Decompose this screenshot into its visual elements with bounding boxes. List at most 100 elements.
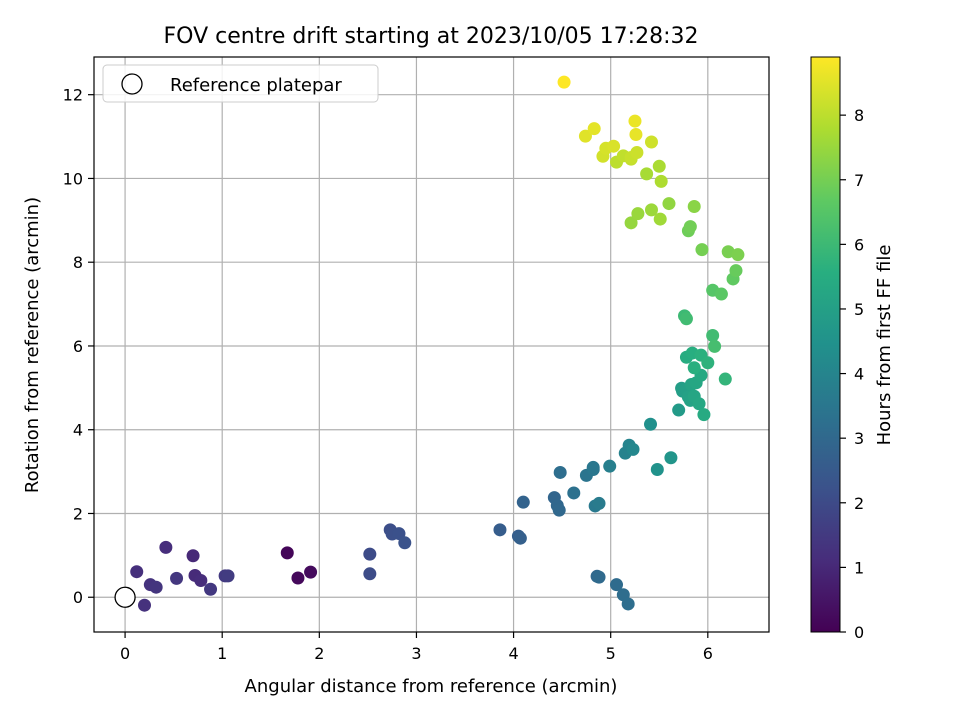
data-point bbox=[624, 216, 638, 230]
data-point bbox=[557, 75, 571, 89]
y-axis-ticks: 0 2 4 6 8 10 12 bbox=[63, 86, 94, 607]
data-point bbox=[553, 465, 567, 479]
data-point bbox=[610, 578, 624, 592]
y-tick-label: 8 bbox=[73, 253, 83, 272]
colorbar-tick-label: 6 bbox=[854, 235, 864, 254]
data-point bbox=[672, 403, 686, 417]
x-tick-label: 5 bbox=[606, 644, 616, 663]
x-tick-label: 1 bbox=[217, 644, 227, 663]
data-point bbox=[731, 248, 745, 262]
x-tick-label: 3 bbox=[411, 644, 421, 663]
data-point bbox=[149, 580, 163, 594]
legend: Reference platepar bbox=[102, 64, 379, 103]
data-point bbox=[363, 547, 377, 561]
colorbar: 0 1 2 3 4 5 6 7 8 Hours from first FF file bbox=[810, 56, 895, 642]
legend-reference-marker bbox=[121, 73, 143, 95]
data-point bbox=[587, 122, 601, 136]
data-point bbox=[552, 503, 566, 517]
data-point bbox=[138, 598, 152, 612]
data-point bbox=[592, 570, 606, 584]
data-point bbox=[662, 197, 676, 211]
colorbar-tick-label: 1 bbox=[854, 558, 864, 577]
scatter-points bbox=[130, 75, 745, 612]
reference-point bbox=[114, 586, 136, 608]
colorbar-gradient bbox=[810, 56, 841, 633]
data-point bbox=[204, 582, 218, 596]
data-point bbox=[629, 127, 643, 141]
colorbar-tick-label: 5 bbox=[854, 300, 864, 319]
plot-frame bbox=[93, 56, 770, 633]
grid bbox=[94, 57, 769, 632]
data-point bbox=[130, 565, 144, 579]
y-tick-label: 12 bbox=[63, 86, 83, 105]
data-point bbox=[626, 442, 640, 456]
data-point bbox=[654, 174, 668, 188]
data-point bbox=[186, 549, 200, 563]
data-point bbox=[280, 546, 294, 560]
x-tick-label: 2 bbox=[314, 644, 324, 663]
data-point bbox=[304, 565, 318, 579]
data-point bbox=[291, 571, 305, 585]
data-point bbox=[683, 220, 697, 234]
data-point bbox=[621, 597, 635, 611]
data-point bbox=[513, 531, 527, 545]
data-point bbox=[708, 339, 722, 353]
data-point bbox=[644, 203, 658, 217]
y-axis-label: Rotation from reference (arcmin) bbox=[22, 197, 43, 493]
x-tick-label: 4 bbox=[508, 644, 518, 663]
data-point bbox=[679, 312, 693, 326]
colorbar-tick-label: 7 bbox=[854, 171, 864, 190]
y-tick-label: 0 bbox=[73, 588, 83, 607]
colorbar-label: Hours from first FF file bbox=[874, 245, 895, 446]
data-point bbox=[586, 460, 600, 474]
data-point bbox=[398, 536, 412, 550]
data-point bbox=[578, 129, 592, 143]
colorbar-tick-label: 8 bbox=[854, 106, 864, 125]
colorbar-tick-label: 0 bbox=[854, 623, 864, 642]
x-tick-label: 6 bbox=[703, 644, 713, 663]
data-point bbox=[516, 495, 530, 509]
colorbar-ticks: 0 1 2 3 4 5 6 7 8 bbox=[840, 106, 864, 642]
legend-reference-label: Reference platepar bbox=[170, 75, 342, 96]
data-point bbox=[714, 287, 728, 301]
data-point bbox=[644, 135, 658, 149]
data-point bbox=[650, 463, 664, 477]
data-point bbox=[159, 540, 173, 554]
x-axis-label: Angular distance from reference (arcmin) bbox=[245, 676, 618, 697]
data-point bbox=[687, 200, 701, 214]
x-axis-ticks: 0 1 2 3 4 5 6 bbox=[120, 632, 713, 663]
data-point bbox=[592, 496, 606, 510]
data-point bbox=[170, 571, 184, 585]
data-point bbox=[640, 167, 654, 181]
colorbar-tick-label: 2 bbox=[854, 494, 864, 513]
data-point bbox=[653, 212, 667, 226]
y-tick-label: 10 bbox=[63, 169, 83, 188]
data-point bbox=[628, 114, 642, 128]
data-point bbox=[652, 159, 666, 173]
data-point bbox=[567, 486, 581, 500]
colorbar-tick-label: 3 bbox=[854, 429, 864, 448]
data-point bbox=[664, 451, 678, 465]
data-point bbox=[607, 139, 621, 153]
chart-title: FOV centre drift starting at 2023/10/05 … bbox=[164, 24, 699, 49]
data-point bbox=[221, 569, 235, 583]
data-point bbox=[631, 207, 645, 221]
x-tick-label: 0 bbox=[120, 644, 130, 663]
data-point bbox=[695, 243, 709, 257]
data-point bbox=[697, 408, 711, 422]
legend-box bbox=[102, 64, 379, 103]
data-point bbox=[701, 356, 715, 370]
y-tick-label: 6 bbox=[73, 337, 83, 356]
reference-marker bbox=[114, 586, 136, 608]
data-point bbox=[603, 459, 617, 473]
data-point bbox=[644, 417, 658, 431]
y-tick-label: 4 bbox=[73, 421, 83, 440]
data-point bbox=[493, 523, 507, 537]
data-point bbox=[706, 328, 720, 342]
data-point bbox=[687, 361, 701, 375]
data-point bbox=[729, 264, 743, 278]
y-tick-label: 2 bbox=[73, 504, 83, 523]
colorbar-tick-label: 4 bbox=[854, 365, 864, 384]
data-point bbox=[630, 145, 644, 159]
